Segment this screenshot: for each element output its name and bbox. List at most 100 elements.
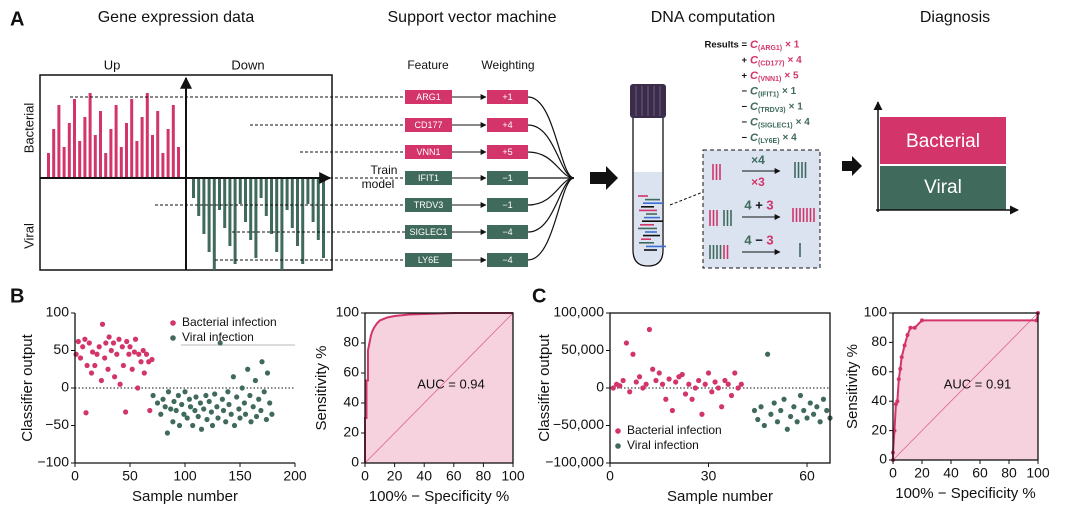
legend-marker: [170, 335, 176, 341]
point: [208, 409, 214, 415]
schematic-bar: [218, 178, 221, 210]
point: [689, 396, 695, 402]
point: [610, 385, 616, 391]
roc-point: [920, 318, 924, 323]
point: [650, 366, 656, 372]
weight-box: [487, 171, 528, 185]
point: [728, 392, 735, 399]
result-coef: C: [750, 85, 759, 97]
schematic-bar: [151, 135, 154, 178]
point: [192, 407, 198, 414]
schematic-bar: [212, 178, 216, 270]
op-label: 3: [766, 197, 773, 212]
point: [256, 396, 262, 402]
point: [263, 416, 269, 423]
feature-box: [405, 118, 452, 132]
y-tick-label: 20: [343, 424, 359, 440]
svm: ARG1 +1 CD177 +4 VNN1 +5 IFIT1 −1 TRDV3 −1 SIGLEC1…: [70, 90, 575, 267]
section-title: Gene expression data: [98, 9, 255, 26]
result-sub: (VNN1): [758, 76, 781, 83]
connector: [669, 191, 704, 206]
point: [86, 340, 92, 346]
point: [120, 362, 126, 369]
schematic-bar: [161, 153, 165, 178]
point: [646, 326, 653, 333]
op-label: +: [755, 197, 763, 212]
schematic-bar: [301, 178, 305, 264]
schematic-bar: [244, 178, 247, 222]
point: [241, 400, 247, 406]
point: [824, 407, 830, 414]
point: [617, 383, 623, 389]
point: [738, 381, 744, 387]
point: [656, 370, 662, 376]
op-label: 3: [766, 232, 773, 247]
point: [138, 359, 144, 365]
header: Weighting: [481, 58, 534, 72]
schematic-bar: [83, 117, 87, 178]
point: [702, 381, 708, 387]
point: [778, 407, 784, 414]
point: [810, 411, 817, 417]
point: [231, 422, 238, 429]
point: [141, 370, 147, 376]
roc-point: [898, 366, 903, 371]
schematic-bar: [67, 123, 71, 178]
y-axis-label: Classifier output: [19, 333, 36, 441]
result-sign: −: [741, 86, 747, 97]
point: [187, 404, 194, 410]
point: [83, 410, 89, 416]
x-tick-label: 150: [228, 468, 252, 484]
point: [131, 349, 137, 355]
label: Up: [104, 57, 121, 72]
label: Bacterial: [21, 103, 36, 154]
result-sub: (SIGLEC1): [758, 122, 793, 129]
point: [117, 381, 123, 387]
schematic-bar: [114, 105, 118, 178]
x-tick-label: 0: [889, 465, 897, 481]
result-factor: × 1: [789, 102, 804, 113]
point: [663, 396, 669, 402]
diagonal: [892, 312, 1039, 461]
result-sign: Results =: [704, 40, 747, 51]
op-label: 4: [744, 232, 752, 247]
point: [673, 379, 679, 385]
point: [190, 422, 196, 429]
x-tick-label: 50: [122, 468, 138, 484]
y-tick-label: −100,000: [545, 454, 604, 470]
curve: [527, 151, 575, 179]
point: [253, 413, 260, 420]
point: [234, 394, 240, 400]
result-sub: (LY6E): [758, 138, 780, 145]
schematic-bar: [171, 105, 175, 178]
result-sub: (CD177): [758, 60, 784, 67]
weight-box: [487, 225, 528, 239]
point: [239, 385, 245, 391]
point: [722, 377, 728, 384]
op-label: 4: [744, 197, 752, 212]
point: [206, 398, 212, 405]
schematic-bar: [88, 93, 92, 178]
point: [195, 413, 201, 420]
y-tick-label: 60: [343, 364, 359, 380]
schematic-bar: [57, 105, 61, 178]
point: [88, 370, 95, 376]
weight-box: [487, 145, 528, 159]
y-tick-label: 50,000: [561, 341, 604, 357]
point: [797, 392, 804, 399]
point: [126, 351, 132, 357]
weight-label: −1: [502, 173, 512, 183]
panel-label: B: [10, 285, 24, 307]
point: [94, 351, 100, 357]
curve: [527, 96, 575, 179]
schematic-bar: [119, 147, 123, 178]
label: Down: [231, 57, 264, 72]
x-tick-label: 40: [416, 468, 432, 484]
result-sign: −: [741, 133, 747, 144]
x-axis-label: Sample number: [132, 488, 238, 505]
expression-bars: [47, 93, 325, 270]
y-tick-label: 20: [871, 421, 887, 437]
schematic-bar: [311, 178, 315, 222]
feature-box: [405, 253, 452, 267]
result-factor: × 1: [782, 86, 797, 97]
